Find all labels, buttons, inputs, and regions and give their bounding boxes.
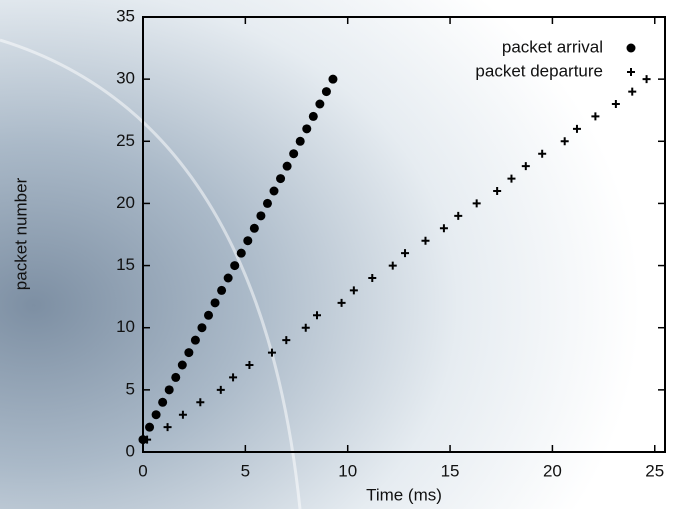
point: [245, 361, 254, 369]
point: [164, 385, 174, 395]
point: [282, 161, 292, 171]
point: [454, 211, 463, 220]
point: [337, 298, 346, 307]
point: [368, 274, 377, 282]
x-tick-label: 0: [138, 461, 147, 480]
point: [538, 149, 547, 158]
point: [178, 410, 187, 419]
x-axis-label: Time (ms): [366, 485, 442, 504]
point: [349, 286, 358, 295]
point: [204, 310, 214, 320]
x-tick-label: 25: [645, 461, 664, 480]
legend-label: packet departure: [475, 61, 603, 80]
legend-label: packet arrival: [502, 37, 603, 56]
x-tick-label: 20: [543, 461, 562, 480]
point: [138, 435, 148, 445]
y-tick-label: 25: [116, 131, 135, 150]
y-tick-label: 10: [116, 317, 135, 336]
point: [282, 336, 291, 345]
point: [262, 198, 272, 208]
point: [591, 112, 600, 121]
point: [308, 111, 318, 121]
point: [151, 410, 161, 420]
point: [217, 285, 227, 295]
point: [321, 87, 331, 97]
point: [216, 385, 225, 394]
point: [163, 423, 172, 432]
y-tick-label: 5: [126, 379, 135, 398]
point: [276, 174, 286, 184]
point: [560, 137, 569, 146]
point: [572, 124, 581, 133]
point: [196, 398, 205, 407]
point: [184, 348, 194, 358]
point: [401, 249, 410, 258]
point: [388, 261, 397, 270]
point: [249, 223, 259, 233]
point: [421, 236, 430, 245]
point: [295, 136, 305, 146]
point: [269, 186, 279, 196]
point: [521, 162, 530, 171]
point: [628, 87, 637, 96]
y-tick-label: 30: [116, 69, 135, 88]
point: [177, 360, 187, 370]
point: [190, 335, 200, 345]
legend-marker: [626, 43, 636, 53]
point: [145, 422, 155, 432]
x-tick-label: 15: [441, 461, 460, 480]
point: [472, 199, 481, 208]
point: [642, 75, 651, 84]
point: [197, 323, 207, 333]
point: [267, 348, 276, 357]
y-axis-label: packet number: [11, 177, 30, 290]
plot-frame: [142, 16, 666, 453]
x-tick-label: 10: [338, 461, 357, 480]
x-tick-label: 5: [241, 461, 250, 480]
point: [143, 435, 152, 444]
earth-horizon: [0, 38, 302, 509]
point: [302, 124, 312, 134]
point: [171, 372, 181, 382]
point: [223, 273, 233, 283]
point: [439, 224, 448, 233]
legend-marker: [627, 68, 635, 76]
point: [243, 236, 253, 246]
point: [256, 211, 266, 221]
point: [507, 174, 516, 183]
y-tick-label: 35: [116, 6, 135, 25]
point: [210, 298, 220, 308]
point: [493, 187, 502, 195]
y-tick-label: 15: [116, 255, 135, 274]
y-tick-label: 0: [126, 441, 135, 460]
point: [611, 100, 620, 108]
y-tick-label: 20: [116, 193, 135, 212]
point: [158, 397, 168, 407]
point: [289, 149, 299, 159]
point: [301, 323, 310, 332]
point: [313, 311, 321, 320]
point: [230, 261, 240, 271]
point: [328, 74, 338, 84]
point: [236, 248, 246, 258]
point: [229, 373, 238, 382]
point: [315, 99, 325, 109]
